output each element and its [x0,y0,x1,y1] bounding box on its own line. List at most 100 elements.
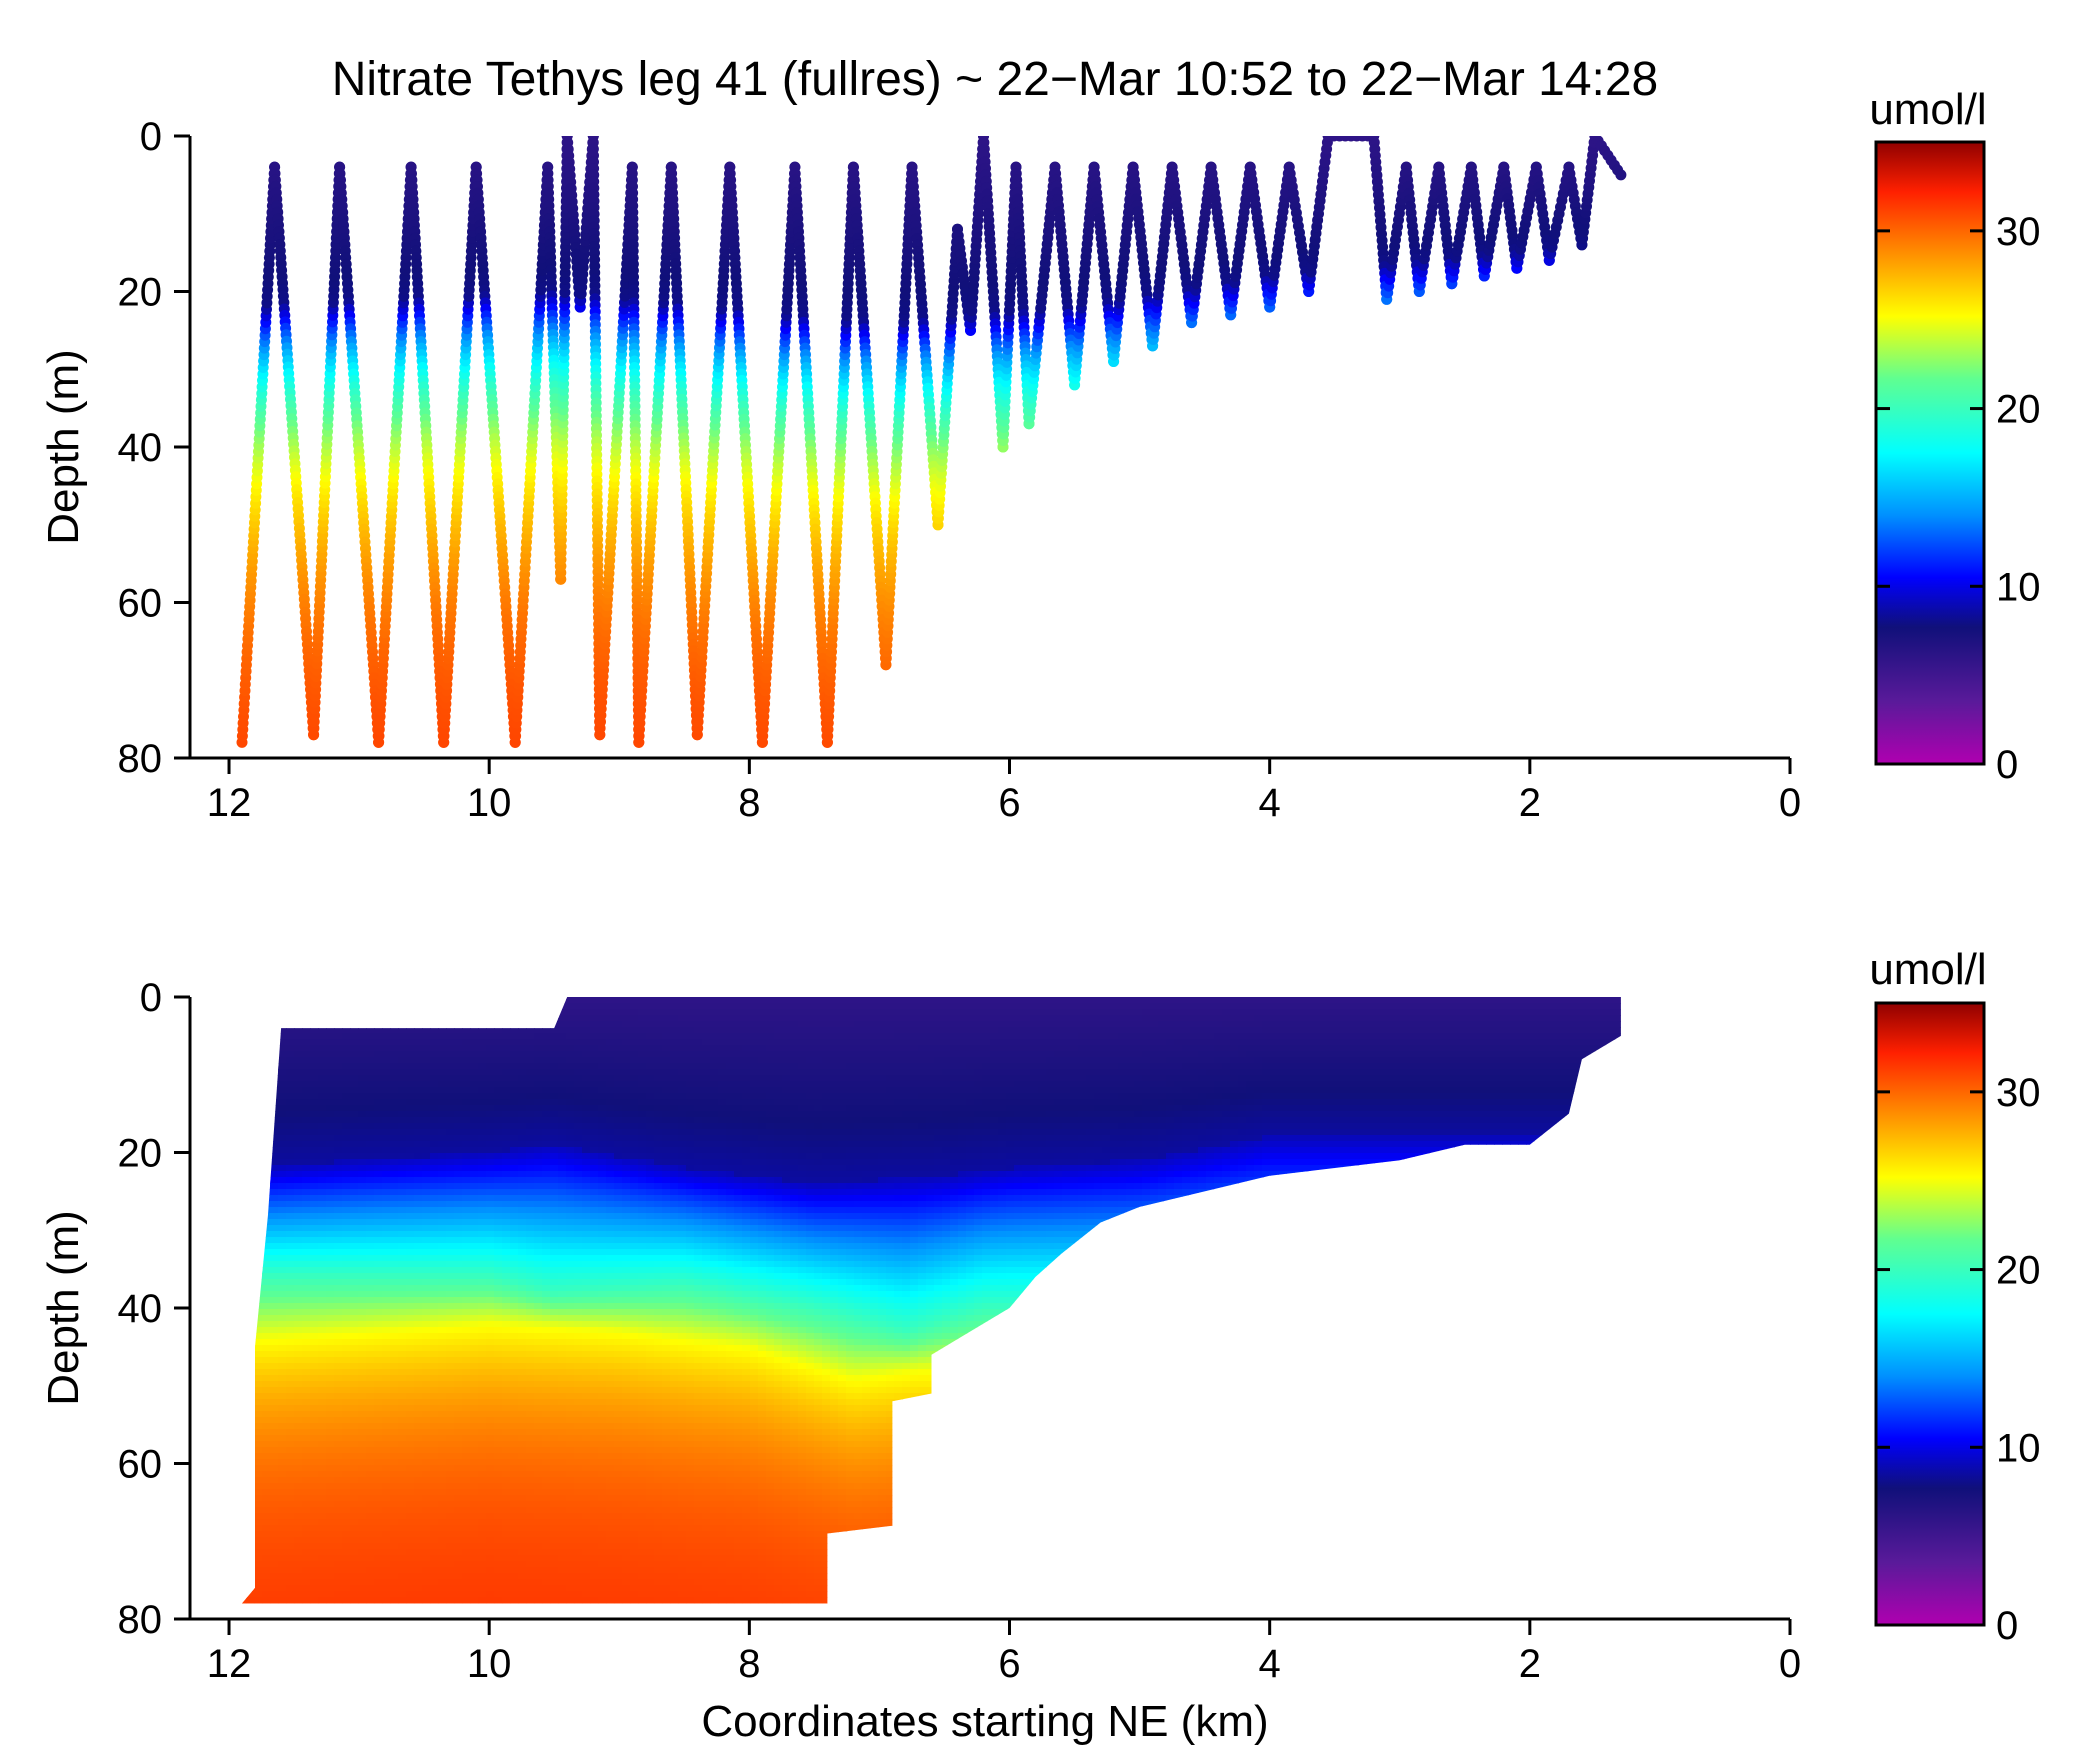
section-cell [334,1465,343,1472]
section-cell [302,1465,311,1472]
section-cell [318,1345,327,1352]
section-cell [366,1153,375,1160]
section-cell [358,1201,367,1208]
section-cell [286,1381,295,1388]
section-cell [366,1219,375,1226]
section-cell [286,1525,295,1532]
section-cell [286,1297,295,1304]
section-cell [242,1405,247,1412]
section-cell [342,1597,351,1604]
section-cell [262,1267,271,1274]
section-cell [358,1363,367,1370]
section-cell [286,1279,295,1286]
section-cell [294,1105,303,1112]
section-cell [318,1273,327,1280]
section-cell [310,1591,319,1598]
section-cell [230,1405,239,1412]
section-cell [310,1543,319,1550]
section-cell [294,1411,303,1418]
section-cell [294,1363,303,1370]
section-cell [342,1039,351,1046]
section-cell [358,1519,367,1526]
section-cell [310,1159,319,1166]
section-cell [270,1285,279,1292]
section-cell [286,1111,295,1118]
section-cell [278,1351,287,1358]
section-cell [242,1075,247,1082]
section-cell [254,1315,263,1322]
section-cell [318,1033,327,1040]
section-cell [302,1363,311,1370]
section-cell [278,1081,287,1088]
section-cell [230,1021,239,1028]
section-cell [366,1573,375,1580]
section-cell [238,1609,247,1616]
section-cell [342,1435,351,1442]
section-cell [262,1093,271,1100]
section-cell [254,1537,263,1544]
section-cell [246,1189,255,1196]
section-cell [318,1399,327,1406]
section-cell [278,1315,287,1322]
section-cell [318,1537,327,1544]
section-cell [254,1513,263,1520]
section-cell [246,1339,255,1346]
section-cell [246,1453,255,1460]
section-cell [374,1099,383,1106]
section-cell [270,1303,279,1310]
section-cell [302,1411,311,1418]
section-cell [350,1279,359,1286]
section-cell [242,1177,247,1184]
section-cell [350,1351,359,1358]
section-cell [286,1003,295,1010]
section-cell [366,1405,375,1412]
section-cell [286,1213,295,1220]
section-cell [254,1561,263,1568]
section-cell [334,1027,343,1034]
section-cell [302,1279,311,1286]
section-cell [246,1555,255,1562]
section-cell [374,1057,383,1064]
section-cell [358,1435,367,1442]
section-cell [366,1027,375,1034]
section-cell [302,1369,311,1376]
section-cell [230,1303,239,1310]
section-cell [230,1585,239,1592]
section-cell [242,1141,247,1148]
section-cell [310,1225,319,1232]
section-cell [358,1159,367,1166]
section-cell [334,1513,343,1520]
section-cell [230,1321,239,1328]
section-cell [358,997,367,1004]
section-cell [374,1063,383,1070]
section-cell [294,1435,303,1442]
section-cell [374,1249,383,1256]
section-cell [294,1507,303,1514]
section-cell [350,1261,359,1268]
section-cell [262,1573,271,1580]
section-cell [318,1375,327,1382]
section-cell [366,1081,375,1088]
section-cell [310,1567,319,1574]
section-cell [374,1183,383,1190]
section-cell [270,1027,279,1034]
section-cell [366,1243,375,1250]
section-cell [286,1555,295,1562]
section-cell [350,1159,359,1166]
section-cell [286,1447,295,1454]
section-cell [262,1165,271,1172]
section-cell [278,1303,287,1310]
section-cell [326,1003,335,1010]
section-cell [366,1567,375,1574]
section-cell [366,1315,375,1322]
section-cell [366,1117,375,1124]
top-y-tick-label: 20 [118,271,163,315]
section-cell [342,1129,351,1136]
section-cell [318,1207,327,1214]
section-cell [294,1147,303,1154]
section-cell [318,1003,327,1010]
section-cell [342,1483,351,1490]
section-cell [358,1525,367,1532]
section-cell [254,1045,263,1052]
section-cell [278,1411,287,1418]
